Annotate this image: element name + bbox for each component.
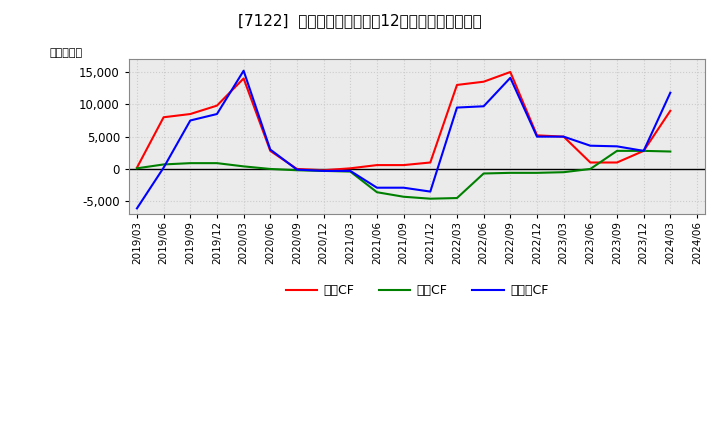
営業CF <box>666 108 675 114</box>
営業CF <box>266 148 274 154</box>
営業CF <box>132 165 141 170</box>
フリーCF <box>453 105 462 110</box>
フリーCF <box>586 143 595 148</box>
営業CF <box>480 79 488 84</box>
投賄CF <box>186 161 194 166</box>
営業CF <box>559 134 568 139</box>
投賄CF <box>480 171 488 176</box>
Line: フリーCF: フリーCF <box>137 71 670 209</box>
投賄CF <box>506 170 515 176</box>
営業CF <box>292 166 301 172</box>
営業CF <box>346 166 355 171</box>
フリーCF <box>613 144 621 149</box>
投賄CF <box>159 162 168 167</box>
フリーCF <box>666 90 675 95</box>
投賄CF <box>613 148 621 154</box>
フリーCF <box>319 168 328 173</box>
営業CF <box>319 168 328 173</box>
営業CF <box>239 76 248 81</box>
フリーCF <box>559 134 568 139</box>
フリーCF <box>480 104 488 109</box>
フリーCF <box>346 168 355 173</box>
投賄CF <box>373 190 382 195</box>
フリーCF <box>212 111 221 117</box>
投賄CF <box>400 194 408 199</box>
投賄CF <box>319 168 328 173</box>
投賄CF <box>239 164 248 169</box>
投賄CF <box>292 168 301 173</box>
フリーCF <box>292 167 301 172</box>
投賄CF <box>266 166 274 172</box>
フリーCF <box>186 118 194 123</box>
営業CF <box>533 133 541 138</box>
Legend: 営業CF, 投賄CF, フリーCF: 営業CF, 投賄CF, フリーCF <box>281 279 553 302</box>
営業CF <box>373 162 382 168</box>
投賄CF <box>559 169 568 175</box>
営業CF <box>426 160 435 165</box>
営業CF <box>453 82 462 88</box>
フリーCF <box>533 134 541 139</box>
投賄CF <box>586 166 595 172</box>
営業CF <box>186 111 194 117</box>
フリーCF <box>132 206 141 211</box>
投賄CF <box>212 161 221 166</box>
フリーCF <box>159 165 168 170</box>
営業CF <box>212 103 221 108</box>
フリーCF <box>426 189 435 194</box>
Y-axis label: （百万円）: （百万円） <box>49 48 82 58</box>
営業CF <box>506 70 515 75</box>
フリーCF <box>506 75 515 81</box>
投賄CF <box>453 195 462 201</box>
Text: [7122]  キャッシュフローの12か月移動合計の推移: [7122] キャッシュフローの12か月移動合計の推移 <box>238 13 482 28</box>
投賄CF <box>533 170 541 176</box>
フリーCF <box>373 185 382 191</box>
投賄CF <box>346 169 355 174</box>
営業CF <box>400 162 408 168</box>
投賄CF <box>639 148 648 154</box>
フリーCF <box>400 185 408 191</box>
投賄CF <box>132 166 141 171</box>
営業CF <box>613 160 621 165</box>
フリーCF <box>239 68 248 73</box>
フリーCF <box>639 148 648 154</box>
Line: 営業CF: 営業CF <box>137 72 670 170</box>
フリーCF <box>266 147 274 152</box>
営業CF <box>159 114 168 120</box>
営業CF <box>586 160 595 165</box>
投賄CF <box>666 149 675 154</box>
投賄CF <box>426 196 435 202</box>
営業CF <box>639 148 648 154</box>
Line: 投賄CF: 投賄CF <box>137 151 670 199</box>
